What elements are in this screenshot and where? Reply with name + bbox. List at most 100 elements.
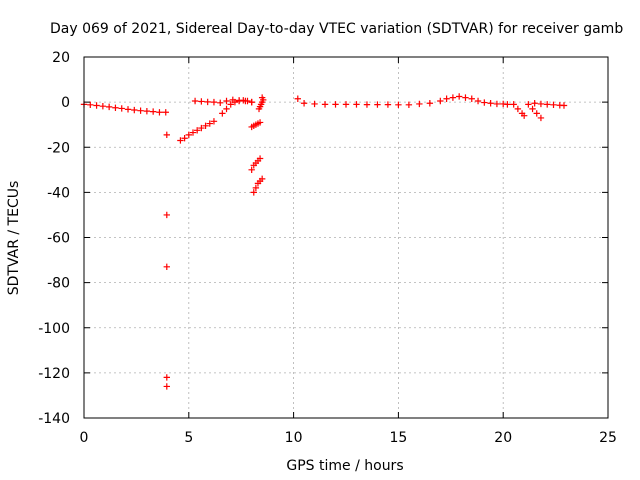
data-point <box>384 101 392 108</box>
x-tick-label: 10 <box>285 430 303 446</box>
data-point <box>227 101 234 108</box>
data-point <box>131 106 138 114</box>
data-point <box>244 97 251 105</box>
data-point <box>481 99 488 106</box>
data-point <box>235 97 243 105</box>
data-point <box>256 155 264 162</box>
data-point <box>240 97 247 104</box>
data-point <box>223 97 230 105</box>
data-point <box>87 101 94 109</box>
data-point <box>560 102 568 109</box>
data-point <box>520 112 528 119</box>
y-tick-label: 0 <box>61 95 70 111</box>
series-late-features <box>294 95 545 122</box>
data-point <box>525 101 532 108</box>
data-point <box>202 122 209 130</box>
series-drop-near-8h <box>248 94 266 196</box>
data-point <box>137 107 144 114</box>
data-point <box>250 189 257 196</box>
data-point <box>256 119 264 126</box>
data-point <box>93 102 100 109</box>
y-tick-label: -100 <box>38 321 70 337</box>
series-recovery-arc <box>177 118 218 144</box>
data-point <box>163 211 170 219</box>
data-point <box>149 108 157 115</box>
y-tick-label: -80 <box>47 276 70 292</box>
y-tick-label: -20 <box>47 140 70 156</box>
data-point <box>529 105 536 113</box>
data-point <box>99 102 107 110</box>
data-point <box>217 99 224 107</box>
x-tick-label: 25 <box>599 430 617 446</box>
data-point <box>185 131 192 139</box>
data-point <box>204 98 211 106</box>
series-arc-around-7h <box>219 97 255 117</box>
data-point <box>258 175 266 183</box>
data-point <box>537 100 545 108</box>
series-arc-near-8.4h <box>255 96 267 113</box>
data-point <box>210 118 218 125</box>
data-point <box>143 107 151 115</box>
data-point <box>105 103 113 111</box>
data-point <box>163 374 170 381</box>
y-axis-label: SDTVAR / TECUs <box>6 181 22 296</box>
data-point <box>405 101 413 109</box>
data-point <box>198 124 205 132</box>
data-point <box>426 100 434 107</box>
data-point <box>332 101 339 108</box>
data-point <box>206 120 213 127</box>
data-point <box>112 104 119 111</box>
data-points-layer <box>80 93 568 390</box>
data-point <box>455 93 463 100</box>
data-point <box>504 101 511 108</box>
data-point <box>550 101 557 109</box>
data-point <box>493 100 501 108</box>
data-point <box>468 95 475 102</box>
data-point <box>487 100 494 107</box>
data-point <box>193 127 201 134</box>
x-axis-label: GPS time / hours <box>286 458 403 474</box>
data-point <box>537 114 545 122</box>
data-point <box>533 110 540 117</box>
chart-title: Day 069 of 2021, Sidereal Day-to-day VTE… <box>50 21 623 37</box>
data-point <box>181 135 188 142</box>
data-point <box>321 101 329 108</box>
data-point <box>443 95 450 102</box>
series-outliers-near-4h <box>163 131 170 390</box>
data-point <box>416 100 423 108</box>
data-point <box>231 98 239 106</box>
y-tick-label: -120 <box>38 366 70 382</box>
data-point <box>118 105 125 112</box>
data-point <box>474 97 482 105</box>
data-point <box>510 101 517 108</box>
data-point <box>544 101 551 108</box>
data-point <box>191 97 199 105</box>
data-point <box>462 94 469 101</box>
data-point <box>163 263 170 271</box>
data-point <box>294 95 301 102</box>
data-point <box>395 101 402 109</box>
y-tick-label: -140 <box>38 411 70 427</box>
data-point <box>531 100 538 107</box>
data-point <box>248 166 255 174</box>
data-point <box>162 109 169 116</box>
data-point <box>260 96 267 104</box>
data-point <box>156 109 163 116</box>
data-point <box>514 105 522 113</box>
data-point <box>189 129 197 136</box>
y-tick-label: -40 <box>47 185 70 201</box>
data-point <box>363 101 371 108</box>
ticks-layer: 0 5 10 15 20 25 20 0 -20 -40 -60 -80 -100 -120 -140 <box>38 50 617 446</box>
data-point <box>124 106 132 113</box>
x-tick-label: 5 <box>184 430 193 446</box>
data-point <box>163 131 170 139</box>
data-point <box>374 101 381 108</box>
data-point <box>353 101 360 108</box>
y-tick-label: -60 <box>47 231 70 247</box>
data-point <box>198 98 205 105</box>
data-point <box>248 98 255 106</box>
data-point <box>342 101 350 108</box>
y-tick-label: 20 <box>52 50 70 66</box>
